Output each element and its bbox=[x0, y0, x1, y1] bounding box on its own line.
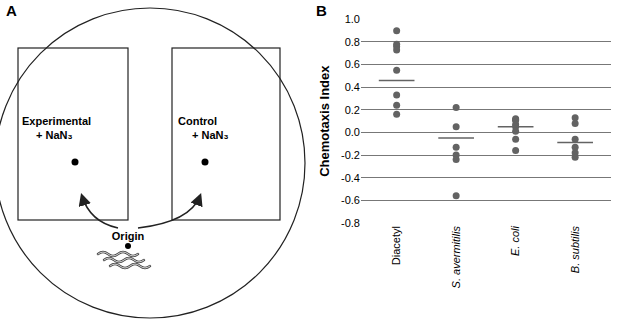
svg-text:0.6: 0.6 bbox=[345, 58, 360, 70]
svg-text:Origin: Origin bbox=[112, 230, 145, 242]
svg-text:B: B bbox=[316, 2, 327, 19]
svg-text:1.0: 1.0 bbox=[345, 13, 360, 25]
svg-text:Diacetyl: Diacetyl bbox=[390, 226, 402, 265]
svg-text:E. coli: E. coli bbox=[509, 226, 521, 257]
svg-text:0.2: 0.2 bbox=[345, 104, 360, 116]
svg-text:Chemotaxis Index: Chemotaxis Index bbox=[317, 65, 332, 177]
svg-text:Experimental: Experimental bbox=[22, 115, 91, 127]
svg-text:+ NaN₃: + NaN₃ bbox=[36, 129, 73, 141]
svg-text:+ NaN₃: + NaN₃ bbox=[192, 129, 229, 141]
svg-text:0.0: 0.0 bbox=[345, 126, 360, 138]
svg-text:A: A bbox=[6, 2, 17, 19]
svg-text:0.4: 0.4 bbox=[345, 81, 360, 93]
svg-text:B. subtilis: B. subtilis bbox=[569, 226, 581, 274]
svg-text:-0.8: -0.8 bbox=[341, 217, 360, 229]
svg-text:Control: Control bbox=[178, 115, 217, 127]
svg-text:S. avermitilis: S. avermitilis bbox=[450, 226, 462, 289]
svg-text:-0.6: -0.6 bbox=[341, 194, 360, 206]
svg-text:-0.2: -0.2 bbox=[341, 149, 360, 161]
svg-text:-0.4: -0.4 bbox=[341, 172, 360, 184]
svg-text:0.8: 0.8 bbox=[345, 36, 360, 48]
